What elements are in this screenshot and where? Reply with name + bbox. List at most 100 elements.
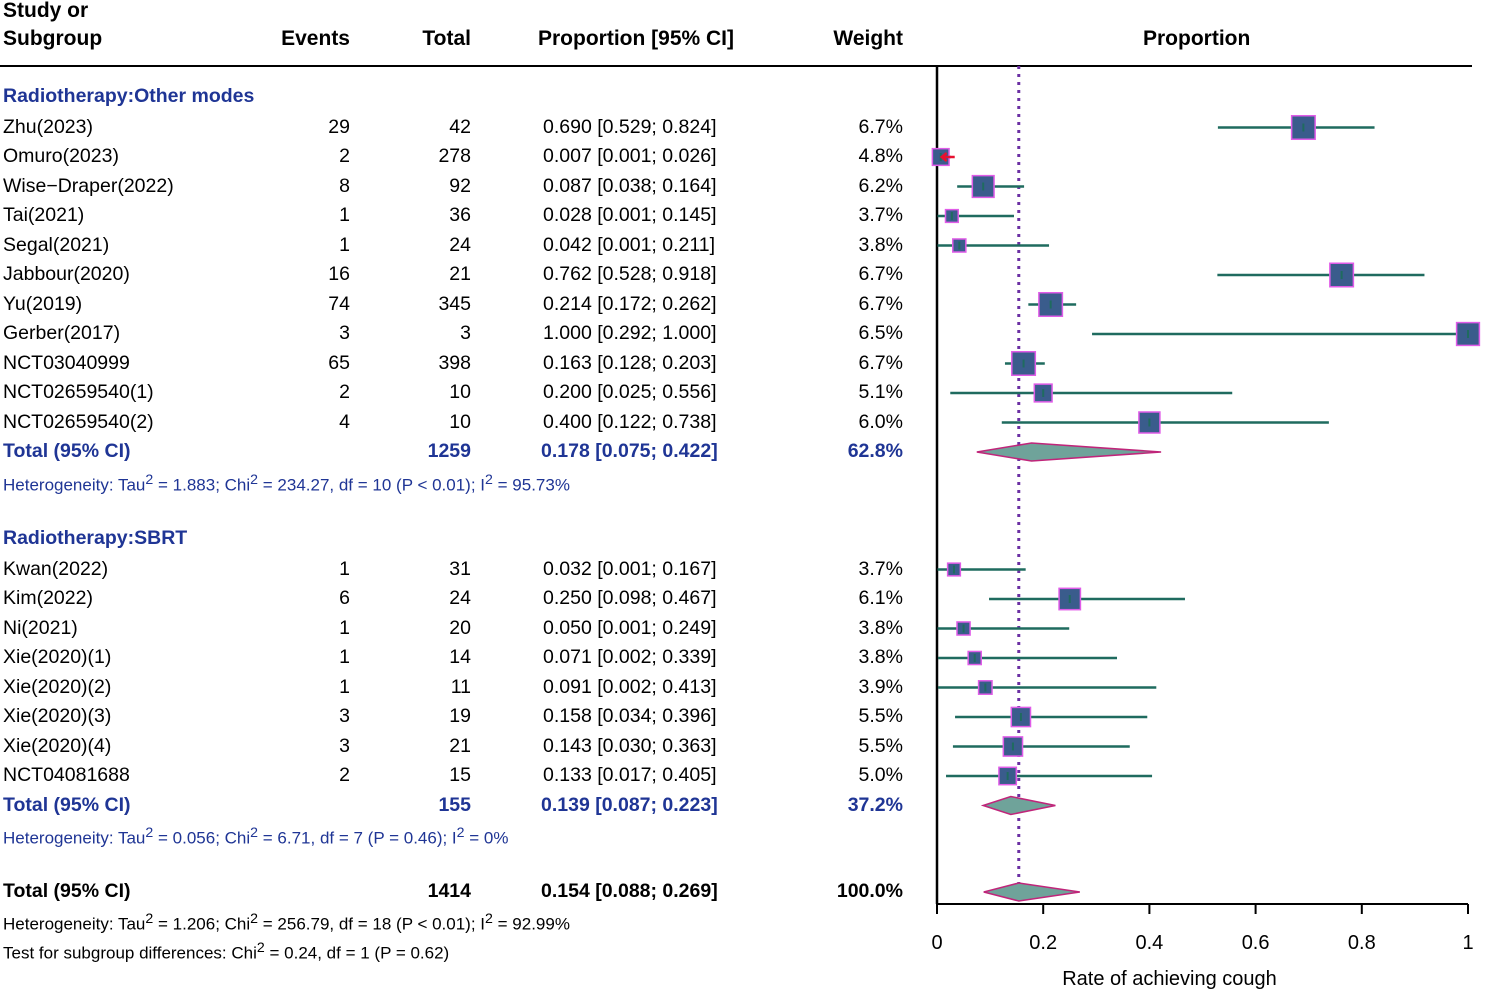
study-events: 65: [328, 351, 350, 374]
study-events: 2: [339, 145, 350, 167]
study-weight: 6.2%: [858, 174, 903, 197]
study-events: 6: [339, 587, 350, 609]
overall-total-label: Total (95% CI): [3, 880, 131, 902]
study-ci: 0.028 [0.001; 0.145]: [543, 204, 717, 226]
study-ci: 0.007 [0.001; 0.026]: [543, 145, 717, 167]
study-name: Ni(2021): [3, 616, 78, 639]
study-weight: 5.1%: [858, 381, 903, 403]
x-tick-label: 0.8: [1348, 932, 1376, 954]
study-name: Zhu(2023): [3, 115, 93, 138]
study-events: 3: [339, 705, 350, 727]
study-total: 24: [449, 587, 471, 609]
study-total: 36: [449, 204, 471, 226]
header-total: Total: [422, 27, 471, 50]
header-plot: Proportion: [1143, 27, 1251, 50]
x-tick-label: 0: [931, 932, 942, 954]
study-total: 3: [460, 322, 471, 344]
study-total: 21: [449, 263, 471, 285]
study-name: Xie(2020)(3): [3, 705, 112, 727]
study-events: 2: [339, 764, 350, 786]
study-total: 278: [438, 145, 471, 167]
subgroup-total-count: 155: [438, 793, 471, 816]
study-name: Segal(2021): [3, 233, 110, 256]
study-events: 3: [339, 322, 350, 344]
header-study-line1: Study or: [3, 0, 89, 22]
study-ci: 0.158 [0.034; 0.396]: [543, 705, 717, 727]
subgroup-title: Radiotherapy:Other modes: [3, 85, 255, 107]
overall-diamond: [983, 882, 1080, 902]
study-name: Omuro(2023): [3, 145, 119, 167]
study-ci: 0.163 [0.128; 0.203]: [543, 351, 717, 374]
study-ci: 0.091 [0.002; 0.413]: [543, 675, 717, 698]
study-weight: 3.7%: [858, 204, 903, 226]
study-ci: 0.032 [0.001; 0.167]: [543, 557, 717, 580]
study-total: 345: [438, 292, 471, 315]
study-total: 31: [449, 557, 471, 580]
study-name: NCT04081688: [3, 764, 130, 786]
study-weight: 6.7%: [858, 292, 903, 315]
x-tick-label: 0.4: [1135, 932, 1163, 954]
subgroup-total-weight: 62.8%: [847, 440, 903, 462]
study-events: 74: [328, 292, 350, 315]
study-events: 1: [339, 616, 350, 639]
study-weight: 3.7%: [858, 557, 903, 580]
study-name: Wise−Draper(2022): [3, 174, 174, 197]
study-name: Kwan(2022): [3, 557, 109, 580]
overall-weight: 100.0%: [836, 880, 903, 902]
study-name: Xie(2020)(1): [3, 646, 112, 668]
study-ci: 0.133 [0.017; 0.405]: [543, 764, 717, 786]
study-name: NCT02659540(2): [3, 410, 154, 433]
x-tick-label: 0.6: [1242, 932, 1270, 954]
study-ci: 1.000 [0.292; 1.000]: [543, 322, 717, 344]
study-name: NCT03040999: [3, 351, 130, 374]
study-events: 16: [328, 263, 350, 285]
study-events: 1: [339, 646, 350, 668]
study-ci: 0.071 [0.002; 0.339]: [543, 646, 717, 668]
study-weight: 6.1%: [858, 587, 903, 609]
truncation-arrow: [939, 152, 955, 162]
subgroup-diamond: [976, 442, 1162, 462]
study-ci: 0.214 [0.172; 0.262]: [543, 292, 717, 315]
study-total: 19: [449, 705, 471, 727]
subgroup-total-count: 1259: [427, 440, 471, 462]
study-total: 15: [449, 764, 471, 786]
study-events: 2: [339, 381, 350, 403]
study-total: 20: [449, 616, 471, 639]
study-weight: 6.7%: [858, 351, 903, 374]
study-events: 1: [339, 204, 350, 226]
study-ci: 0.050 [0.001; 0.249]: [543, 616, 717, 639]
study-weight: 6.0%: [858, 410, 903, 433]
x-tick-label: 1: [1462, 932, 1473, 954]
x-axis-label: Rate of achieving cough: [1062, 968, 1277, 989]
x-tick-label: 0.2: [1029, 932, 1057, 954]
header-divider: [0, 65, 1472, 67]
study-weight: 6.7%: [858, 115, 903, 138]
study-name: Gerber(2017): [3, 322, 121, 344]
study-weight: 4.8%: [858, 145, 903, 167]
study-name: Jabbour(2020): [3, 263, 130, 285]
study-total: 11: [450, 675, 471, 698]
subgroup-total-label: Total (95% CI): [3, 793, 131, 816]
study-total: 42: [449, 115, 471, 138]
study-events: 4: [339, 410, 350, 433]
study-events: 29: [328, 115, 350, 138]
study-weight: 6.5%: [858, 322, 903, 344]
study-events: 1: [339, 233, 350, 256]
study-events: 1: [339, 557, 350, 580]
study-weight: 5.5%: [858, 705, 903, 727]
overall-heterogeneity: Heterogeneity: Tau2 = 1.206; Chi2 = 256.…: [3, 911, 570, 934]
study-weight: 5.0%: [858, 764, 903, 786]
study-total: 21: [449, 734, 471, 757]
subgroup-total-ci: 0.139 [0.087; 0.223]: [541, 793, 718, 816]
subgroup-total-ci: 0.178 [0.075; 0.422]: [541, 440, 718, 462]
subgroup-total-label: Total (95% CI): [3, 440, 131, 462]
study-events: 1: [339, 675, 350, 698]
overall-total-count: 1414: [427, 880, 471, 902]
study-ci: 0.250 [0.098; 0.467]: [543, 587, 717, 609]
study-total: 14: [449, 646, 471, 668]
study-ci: 0.087 [0.038; 0.164]: [543, 174, 717, 197]
study-total: 10: [449, 410, 471, 433]
study-weight: 3.8%: [858, 616, 903, 639]
header-weight: Weight: [833, 27, 903, 50]
